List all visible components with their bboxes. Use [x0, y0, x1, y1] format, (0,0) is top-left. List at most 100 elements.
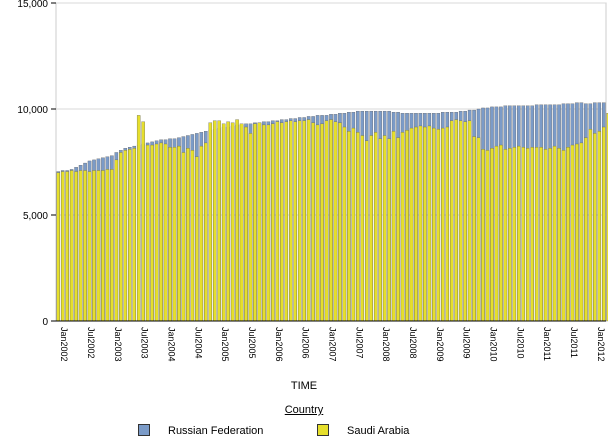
bar-saudi-arabia	[351, 127, 356, 322]
bar-saudi-arabia	[418, 125, 423, 322]
bar-saudi-arabia	[409, 127, 414, 322]
bar-saudi-arabia	[543, 149, 548, 322]
x-tick-label: Jan2005	[220, 327, 230, 362]
bar-saudi-arabia	[141, 121, 145, 322]
x-tick-label: Jan2002	[59, 327, 69, 362]
bar-saudi-arabia	[239, 123, 244, 322]
bar-saudi-arabia	[266, 124, 271, 322]
bar-saudi-arabia	[597, 131, 602, 322]
bar-saudi-arabia	[534, 147, 539, 322]
bar-saudi-arabia	[60, 171, 65, 322]
bar-saudi-arabia	[101, 170, 105, 322]
bar-saudi-arabia	[512, 147, 517, 322]
bar-saudi-arabia	[235, 119, 239, 322]
bar-saudi-arabia	[342, 126, 347, 322]
bar-saudi-arabia	[593, 133, 597, 322]
bar-saudi-arabia	[373, 132, 378, 322]
x-tick-label: Jan2003	[113, 327, 123, 362]
bar-saudi-arabia	[481, 149, 485, 322]
bar-saudi-arabia	[356, 132, 360, 322]
x-tick-label: Jan2012	[596, 327, 606, 362]
bar-saudi-arabia	[257, 122, 262, 322]
bar-saudi-arabia	[333, 121, 338, 322]
bar-saudi-arabia	[454, 119, 458, 322]
bar-saudi-arabia	[387, 138, 391, 322]
bar-saudi-arabia	[378, 138, 382, 322]
bar-saudi-arabia	[280, 122, 284, 322]
bar-saudi-arabia	[123, 150, 128, 322]
bar-saudi-arabia	[65, 171, 69, 322]
bar-saudi-arabia	[530, 147, 534, 322]
y-tick-label: 15,000	[17, 0, 48, 10]
bar-saudi-arabia	[445, 126, 450, 322]
bar-saudi-arabia	[472, 136, 476, 322]
bar-saudi-arabia	[190, 150, 195, 322]
x-tick-label: Jul2009	[462, 327, 472, 359]
bar-saudi-arabia	[163, 143, 168, 322]
bar-saudi-arabia	[248, 133, 253, 322]
bar-saudi-arabia	[199, 145, 204, 322]
bar-saudi-arabia	[306, 119, 311, 322]
bar-saudi-arabia	[449, 120, 454, 322]
bar-saudi-arabia	[230, 122, 235, 322]
bar-saudi-arabia	[463, 121, 467, 322]
bar-saudi-arabia	[154, 143, 159, 322]
bar-saudi-arabia	[467, 120, 472, 322]
bar-saudi-arabia	[159, 142, 163, 322]
bar-saudi-arabia	[320, 123, 324, 322]
bar-saudi-arabia	[212, 120, 217, 322]
bar-saudi-arabia	[441, 127, 445, 322]
x-tick-label: Jul2008	[408, 327, 418, 359]
bar-saudi-arabia	[521, 147, 526, 322]
bar-saudi-arabia	[226, 121, 230, 322]
y-axis: 0 5,000 10,000 15,000	[17, 0, 56, 328]
bar-saudi-arabia	[588, 128, 593, 322]
bar-saudi-arabia	[96, 170, 101, 322]
bar-saudi-arabia	[494, 145, 499, 322]
bar-saudi-arabia	[78, 170, 83, 322]
bar-saudi-arabia	[584, 137, 588, 322]
x-tick-label: Jul2007	[354, 327, 364, 359]
bar-saudi-arabia	[302, 120, 306, 322]
x-tick-label: Jan2009	[435, 327, 445, 362]
bar-saudi-arabia	[293, 121, 297, 322]
legend: Russian Federation Saudi Arabia	[0, 424, 608, 440]
bar-saudi-arabia	[87, 171, 92, 322]
bar-saudi-arabia	[503, 149, 508, 322]
bar-saudi-arabia	[606, 113, 608, 322]
bar-saudi-arabia	[244, 126, 248, 322]
x-tick-label: Jul2005	[247, 327, 257, 359]
bar-saudi-arabia	[168, 147, 172, 322]
bar-saudi-arabia	[517, 145, 521, 322]
x-tick-label: Jul2004	[193, 327, 203, 359]
bar-saudi-arabia	[369, 135, 374, 322]
bar-saudi-arabia	[365, 140, 369, 322]
y-tick-label: 10,000	[17, 105, 48, 116]
bar-saudi-arabia	[539, 147, 543, 322]
legend-item-saudi-arabia: Saudi Arabia	[317, 424, 409, 437]
bar-saudi-arabia	[284, 121, 289, 322]
legend-swatch-saudi-arabia	[317, 424, 329, 436]
bar-saudi-arabia	[177, 145, 181, 322]
bar-saudi-arabia	[69, 170, 74, 322]
bar-saudi-arabia	[427, 125, 432, 322]
bar-saudi-arabia	[114, 159, 119, 322]
bar-saudi-arabia	[132, 148, 137, 322]
x-tick-label: Jul2003	[140, 327, 150, 359]
bar-saudi-arabia	[271, 123, 275, 322]
bar-saudi-arabia	[552, 145, 557, 322]
bar-saudi-arabia	[288, 120, 293, 322]
bar-saudi-arabia	[360, 135, 365, 322]
bar-saudi-arabia	[570, 144, 575, 322]
x-tick-label: Jul2010	[515, 327, 525, 359]
bar-saudi-arabia	[485, 150, 490, 322]
x-tick-label: Jan2010	[489, 327, 499, 362]
bar-saudi-arabia	[74, 171, 78, 322]
bar-saudi-arabia	[548, 148, 552, 322]
bar-saudi-arabia	[150, 144, 154, 322]
bar-saudi-arabia	[602, 126, 606, 322]
bar-saudi-arabia	[405, 130, 409, 322]
x-tick-label: Jul2006	[301, 327, 311, 359]
bar-saudi-arabia	[83, 170, 87, 322]
